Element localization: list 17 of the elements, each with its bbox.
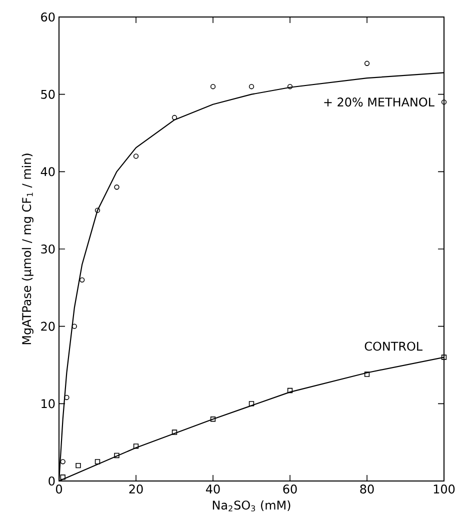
y-tick-label: 30 bbox=[41, 244, 55, 254]
x-axis-title: Na$_{2}$SO$_{3}$ (mM) bbox=[212, 500, 290, 512]
x-tick-label: 60 bbox=[283, 484, 297, 494]
y-tick-label: 60 bbox=[41, 12, 55, 22]
y-tick-label: 50 bbox=[41, 90, 55, 99]
x-tick-label: 40 bbox=[206, 484, 220, 494]
series-label: CONTROL bbox=[364, 342, 422, 351]
y-tick-label: 10 bbox=[42, 399, 55, 408]
x-tick-label: 80 bbox=[360, 484, 374, 494]
y-tick-label: 40 bbox=[40, 167, 55, 176]
x-tick-label: 20 bbox=[129, 484, 143, 494]
x-tick-label: 100 bbox=[434, 484, 455, 494]
y-tick-label: 0 bbox=[48, 476, 55, 486]
y-axis-title: MgATPase (μmol / mg CF$_{1}$ / min) bbox=[22, 154, 34, 344]
x-tick-label: 0 bbox=[56, 484, 62, 494]
y-tick-label: 20 bbox=[41, 322, 55, 331]
legend-label: + 20% METHANOL bbox=[324, 98, 434, 107]
